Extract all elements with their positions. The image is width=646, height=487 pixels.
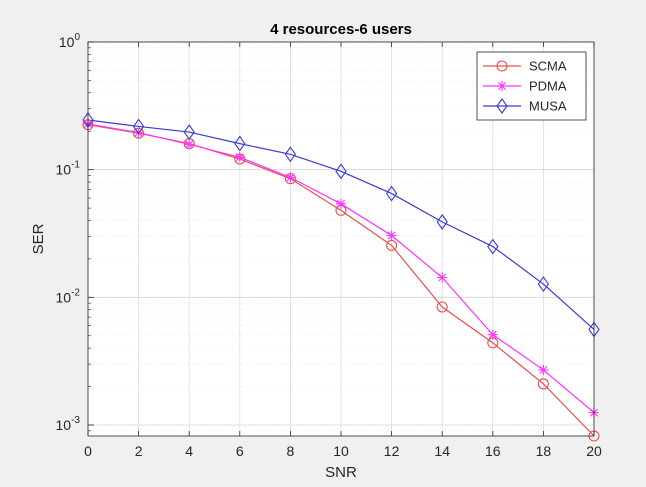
chart-title: 4 resources-6 users	[270, 21, 412, 38]
x-tick-labels: 0 2 4 6 8 10 12 14 16 18 20	[84, 443, 602, 459]
legend: SCMA PDMA MUSA	[476, 51, 587, 121]
legend-pdma-label: PDMA	[529, 79, 567, 94]
y-tick-exponent: 0	[74, 32, 80, 43]
y-tick-base: 10	[56, 289, 72, 305]
musa-marker	[335, 163, 347, 180]
pdma-marker	[184, 139, 195, 150]
pdma-marker	[437, 272, 448, 283]
y-tick-label: 10-3	[56, 415, 81, 433]
musa-line	[87, 119, 595, 330]
legend-scma-marker	[496, 60, 508, 72]
musa-marker	[487, 238, 499, 255]
x-tick-label: 18	[536, 443, 552, 459]
musa-marker	[284, 146, 297, 163]
x-tick-label: 8	[287, 443, 295, 459]
pdma-marker	[386, 230, 397, 241]
pdma-marker	[487, 329, 498, 340]
scma-marker	[436, 301, 448, 313]
x-tick-label: 14	[434, 443, 450, 459]
musa-marker	[183, 124, 195, 141]
y-tick-exponent: -3	[71, 415, 80, 426]
y-tick-exponent: -1	[71, 160, 80, 171]
pdma-marker	[285, 172, 296, 183]
x-tick-label: 2	[135, 443, 143, 459]
y-axis-label: SER	[30, 223, 47, 254]
y-tick-base: 10	[56, 162, 72, 178]
y-tick-base: 10	[56, 417, 72, 433]
x-tick-label: 10	[333, 443, 349, 459]
musa-marker	[234, 135, 246, 152]
x-axis-label: SNR	[325, 464, 357, 481]
legend-musa-label: MUSA	[529, 99, 567, 114]
musa-marker	[537, 276, 550, 293]
y-tick-label: 10-1	[56, 160, 81, 178]
x-tick-label: 16	[485, 443, 501, 459]
y-tick-label: 10-2	[56, 287, 81, 305]
pdma-marker	[234, 152, 245, 163]
legend-scma-label: SCMA	[529, 59, 567, 74]
pdma-marker	[336, 198, 346, 209]
musa-marker	[436, 213, 448, 230]
pdma-marker	[538, 364, 549, 375]
y-tick-label: 100	[59, 32, 81, 50]
y-tick-base: 10	[59, 34, 75, 50]
musa-marker	[385, 185, 398, 202]
musa-marker	[132, 118, 145, 135]
x-tick-label: 6	[236, 443, 244, 459]
plot-frame	[87, 41, 595, 437]
x-tick-label: 4	[185, 443, 193, 459]
x-tick-label: 12	[384, 443, 400, 459]
x-tick-label: 20	[586, 443, 602, 459]
legend-musa-marker	[496, 98, 508, 114]
legend-pdma-marker	[497, 81, 507, 91]
scma-marker	[537, 378, 549, 390]
x-tick-label: 0	[84, 443, 92, 459]
y-tick-exponent: -2	[71, 287, 80, 298]
